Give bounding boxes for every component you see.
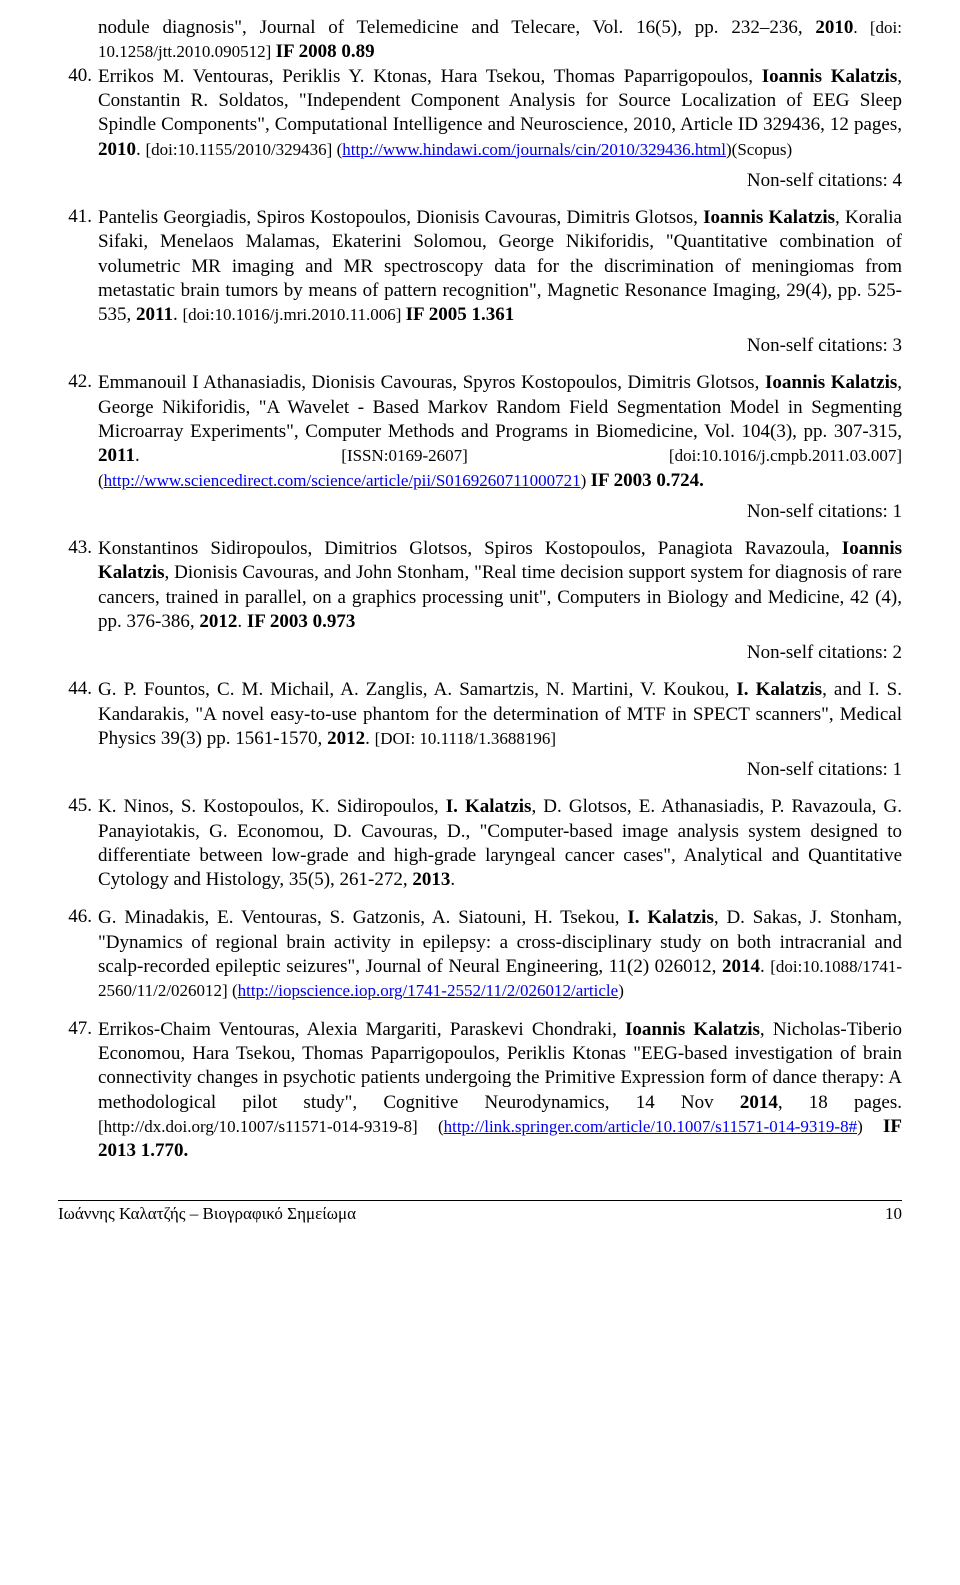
text-segment: 2012 bbox=[199, 611, 237, 632]
entry-text: G. Minadakis, E. Ventouras, S. Gatzonis,… bbox=[98, 906, 902, 1003]
entry-number: 40. bbox=[58, 65, 98, 162]
text-segment: Ioannis Kalatzis bbox=[703, 207, 835, 228]
text-segment: ) bbox=[857, 1117, 883, 1136]
non-self-citations: Non-self citations: 4 bbox=[58, 170, 902, 192]
entry-text: G. P. Fountos, C. M. Michail, A. Zanglis… bbox=[98, 678, 902, 751]
entry-text: K. Ninos, S. Kostopoulos, K. Sidiropoulo… bbox=[98, 795, 902, 892]
footer: Ιωάννης Καλατζής – Βιογραφικό Σημείωμα 1… bbox=[58, 1204, 902, 1224]
text-segment: G. Minadakis, E. Ventouras, S. Gatzonis,… bbox=[98, 907, 627, 928]
footer-left: Ιωάννης Καλατζής – Βιογραφικό Σημείωμα bbox=[58, 1204, 356, 1224]
reference-entry: 42.Emmanouil I Athanasiadis, Dionisis Ca… bbox=[58, 371, 902, 523]
footer-rule bbox=[58, 1200, 902, 1201]
text-segment: 2014 bbox=[740, 1092, 778, 1113]
entry-number: 46. bbox=[58, 906, 98, 1003]
reference-link[interactable]: http://link.springer.com/article/10.1007… bbox=[444, 1117, 857, 1136]
text-segment: I. Kalatzis bbox=[446, 796, 532, 817]
text-segment: 2010 bbox=[98, 139, 136, 160]
text-segment: Ioannis Kalatzis bbox=[625, 1019, 760, 1040]
entry-number: 47. bbox=[58, 1018, 98, 1164]
text-segment: 2013 bbox=[412, 869, 450, 890]
cont-if: IF 2008 0.89 bbox=[276, 41, 375, 62]
cont-year: 2010 bbox=[815, 17, 853, 38]
text-segment: ) bbox=[618, 981, 624, 1000]
footer-right: 10 bbox=[885, 1204, 902, 1224]
text-segment: [doi:10.1016/j.mri.2010.11.006] bbox=[182, 305, 405, 324]
text-segment: G. P. Fountos, C. M. Michail, A. Zanglis… bbox=[98, 679, 736, 700]
text-segment: K. Ninos, S. Kostopoulos, K. Sidiropoulo… bbox=[98, 796, 446, 817]
non-self-citations: Non-self citations: 1 bbox=[58, 501, 902, 523]
text-segment: . bbox=[136, 139, 146, 160]
reference-entry: 44.G. P. Fountos, C. M. Michail, A. Zang… bbox=[58, 678, 902, 781]
reference-link[interactable]: http://www.sciencedirect.com/science/art… bbox=[104, 471, 581, 490]
text-segment: IF 2003 0.973 bbox=[247, 611, 356, 632]
text-segment: ) bbox=[581, 471, 591, 490]
text-segment: Konstantinos Sidiropoulos, Dimitrios Glo… bbox=[98, 538, 842, 559]
text-segment: . bbox=[760, 956, 770, 977]
continuation-text: nodule diagnosis", Journal of Telemedici… bbox=[58, 16, 902, 65]
text-segment: Errikos-Chaim Ventouras, Alexia Margarit… bbox=[98, 1019, 625, 1040]
text-segment: . bbox=[237, 611, 247, 632]
text-segment: Ioannis Kalatzis bbox=[762, 66, 897, 87]
text-segment: Errikos M. Ventouras, Periklis Y. Ktonas… bbox=[98, 66, 762, 87]
non-self-citations: Non-self citations: 2 bbox=[58, 642, 902, 664]
reference-entry: 40.Errikos M. Ventouras, Periklis Y. Kto… bbox=[58, 65, 902, 192]
text-segment: Ioannis Kalatzis bbox=[765, 372, 897, 393]
text-segment: [http://dx.doi.org/10.1007/s11571-014-93… bbox=[98, 1117, 438, 1136]
text-segment: . bbox=[135, 445, 341, 466]
entry-text: Emmanouil I Athanasiadis, Dionisis Cavou… bbox=[98, 371, 902, 493]
reference-entry: 47.Errikos-Chaim Ventouras, Alexia Marga… bbox=[58, 1018, 902, 1164]
text-segment: [DOI: 10.1118/1.3688196] bbox=[375, 729, 556, 748]
text-segment: . bbox=[365, 728, 375, 749]
text-segment: 2014 bbox=[722, 956, 760, 977]
text-segment: 2011 bbox=[136, 304, 173, 325]
reference-entry: 41.Pantelis Georgiadis, Spiros Kostopoul… bbox=[58, 206, 902, 358]
entry-text: Pantelis Georgiadis, Spiros Kostopoulos,… bbox=[98, 206, 902, 328]
entry-number: 42. bbox=[58, 371, 98, 493]
entry-text: Konstantinos Sidiropoulos, Dimitrios Glo… bbox=[98, 537, 902, 634]
text-segment: , 18 pages. bbox=[778, 1092, 902, 1113]
entry-text: Errikos-Chaim Ventouras, Alexia Margarit… bbox=[98, 1018, 902, 1164]
entry-number: 41. bbox=[58, 206, 98, 328]
text-segment: [doi:10.1155/2010/329436] bbox=[146, 140, 337, 159]
reference-entry: 46.G. Minadakis, E. Ventouras, S. Gatzon… bbox=[58, 906, 902, 1003]
reference-entry: 43.Konstantinos Sidiropoulos, Dimitrios … bbox=[58, 537, 902, 664]
entry-text: Errikos M. Ventouras, Periklis Y. Ktonas… bbox=[98, 65, 902, 162]
cont-pre: nodule diagnosis", Journal of Telemedici… bbox=[98, 17, 815, 38]
reference-link[interactable]: http://iopscience.iop.org/1741-2552/11/2… bbox=[238, 981, 619, 1000]
text-segment: I. Kalatzis bbox=[627, 907, 714, 928]
non-self-citations: Non-self citations: 1 bbox=[58, 759, 902, 781]
text-segment: IF 2005 1.361 bbox=[406, 304, 515, 325]
reference-entry: 45.K. Ninos, S. Kostopoulos, K. Sidiropo… bbox=[58, 795, 902, 892]
text-segment: IF 2003 0.724. bbox=[591, 470, 704, 491]
text-segment: Pantelis Georgiadis, Spiros Kostopoulos,… bbox=[98, 207, 703, 228]
text-segment: . bbox=[450, 869, 455, 890]
text-segment: )(Scopus) bbox=[726, 140, 792, 159]
text-segment: 2011 bbox=[98, 445, 135, 466]
text-segment: Emmanouil I Athanasiadis, Dionisis Cavou… bbox=[98, 372, 765, 393]
entry-number: 45. bbox=[58, 795, 98, 892]
text-segment: [ISSN:0169-2607] [doi:10.1016/j.cmpb.201… bbox=[341, 446, 902, 465]
text-segment: 2012 bbox=[327, 728, 365, 749]
entry-number: 43. bbox=[58, 537, 98, 634]
non-self-citations: Non-self citations: 3 bbox=[58, 335, 902, 357]
reference-link[interactable]: http://www.hindawi.com/journals/cin/2010… bbox=[342, 140, 726, 159]
entry-number: 44. bbox=[58, 678, 98, 751]
text-segment: I. Kalatzis bbox=[736, 679, 822, 700]
